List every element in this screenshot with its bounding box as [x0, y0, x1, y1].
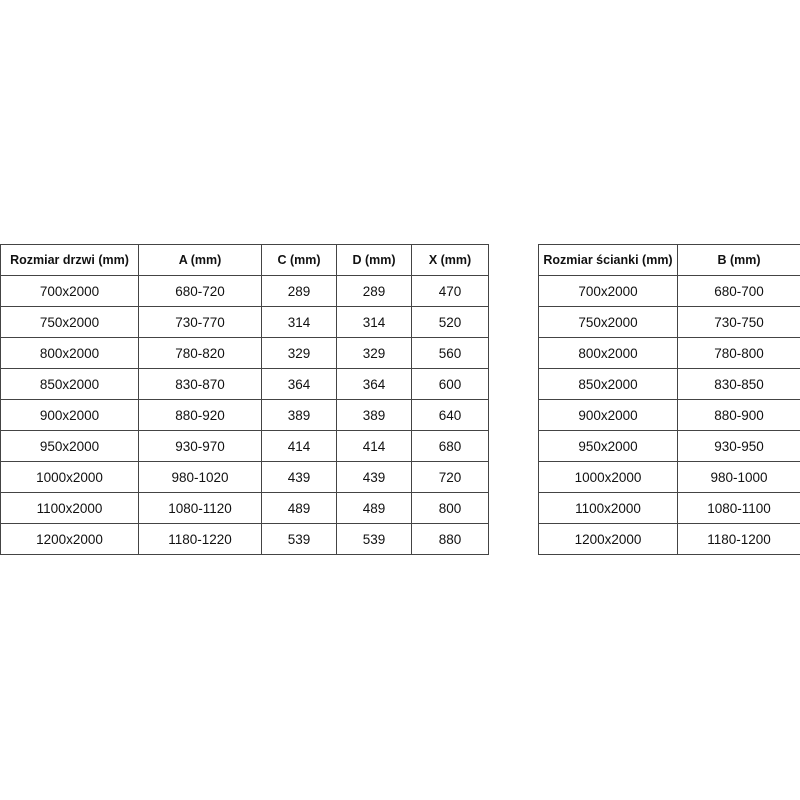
- table-cell: 414: [336, 430, 412, 462]
- column-header: B (mm): [677, 244, 800, 276]
- table-cell: 1100x2000: [538, 492, 678, 524]
- column-header: A (mm): [138, 244, 262, 276]
- table-cell: 520: [411, 306, 489, 338]
- table-cell: 289: [261, 275, 337, 307]
- table-cell: 880-920: [138, 399, 262, 431]
- table-cell: 900x2000: [0, 399, 139, 431]
- table-row: 850x2000 830-870 364 364 600: [0, 368, 489, 400]
- table-cell: 539: [261, 523, 337, 555]
- table-row: 1100x2000 1080-1100: [538, 492, 800, 524]
- table-row: 750x2000 730-750: [538, 306, 800, 338]
- table-cell: 750x2000: [0, 306, 139, 338]
- table-cell: 700x2000: [0, 275, 139, 307]
- table-cell: 314: [261, 306, 337, 338]
- table-cell: 1180-1200: [677, 523, 800, 555]
- column-header: C (mm): [261, 244, 337, 276]
- table-cell: 1200x2000: [0, 523, 139, 555]
- table-cell: 930-950: [677, 430, 800, 462]
- table-cell: 329: [261, 337, 337, 369]
- table-cell: 680-720: [138, 275, 262, 307]
- table-cell: 489: [261, 492, 337, 524]
- table-row: 700x2000 680-700: [538, 275, 800, 307]
- table-cell: 730-770: [138, 306, 262, 338]
- table-cell: 1200x2000: [538, 523, 678, 555]
- table-cell: 880: [411, 523, 489, 555]
- table-cell: 950x2000: [538, 430, 678, 462]
- table-cell: 780-800: [677, 337, 800, 369]
- table-cell: 800: [411, 492, 489, 524]
- table-cell: 800x2000: [538, 337, 678, 369]
- table-cell: 750x2000: [538, 306, 678, 338]
- table-row: 900x2000 880-920 389 389 640: [0, 399, 489, 431]
- table-cell: 389: [261, 399, 337, 431]
- table-cell: 980-1020: [138, 461, 262, 493]
- table-row: 1200x2000 1180-1220 539 539 880: [0, 523, 489, 555]
- table-cell: 730-750: [677, 306, 800, 338]
- table-cell: 539: [336, 523, 412, 555]
- table-cell: 314: [336, 306, 412, 338]
- table-row: 700x2000 680-720 289 289 470: [0, 275, 489, 307]
- table-cell: 470: [411, 275, 489, 307]
- table-cell: 1000x2000: [538, 461, 678, 493]
- table-body: 700x2000 680-720 289 289 470 750x2000 730-770 3…: [0, 275, 489, 555]
- table-cell: 289: [336, 275, 412, 307]
- table-cell: 364: [261, 368, 337, 400]
- table-row: 850x2000 830-850: [538, 368, 800, 400]
- table-row: 800x2000 780-820 329 329 560: [0, 337, 489, 369]
- table-cell: 780-820: [138, 337, 262, 369]
- table-body: 700x2000 680-700 750x2000 730-750 800x2000 78…: [538, 275, 800, 555]
- table-cell: 1180-1220: [138, 523, 262, 555]
- table-cell: 439: [261, 461, 337, 493]
- table-cell: 980-1000: [677, 461, 800, 493]
- column-header: Rozmiar drzwi (mm): [0, 244, 139, 276]
- table-cell: 830-870: [138, 368, 262, 400]
- table-row: 1000x2000 980-1000: [538, 461, 800, 493]
- header-row: Rozmiar ścianki (mm) B (mm): [538, 244, 800, 276]
- table-cell: 1000x2000: [0, 461, 139, 493]
- table-cell: 439: [336, 461, 412, 493]
- table-cell: 414: [261, 430, 337, 462]
- table-row: 1000x2000 980-1020 439 439 720: [0, 461, 489, 493]
- table-row: 1100x2000 1080-1120 489 489 800: [0, 492, 489, 524]
- table-cell: 329: [336, 337, 412, 369]
- table-cell: 720: [411, 461, 489, 493]
- table-cell: 680-700: [677, 275, 800, 307]
- table-cell: 640: [411, 399, 489, 431]
- table-cell: 389: [336, 399, 412, 431]
- table-cell: 1100x2000: [0, 492, 139, 524]
- table-cell: 950x2000: [0, 430, 139, 462]
- table-cell: 560: [411, 337, 489, 369]
- column-header: D (mm): [336, 244, 412, 276]
- table-cell: 1080-1120: [138, 492, 262, 524]
- table-cell: 489: [336, 492, 412, 524]
- table-row: 750x2000 730-770 314 314 520: [0, 306, 489, 338]
- table-cell: 850x2000: [0, 368, 139, 400]
- column-header: Rozmiar ścianki (mm): [538, 244, 678, 276]
- table-cell: 680: [411, 430, 489, 462]
- table-row: 1200x2000 1180-1200: [538, 523, 800, 555]
- door-size-table: Rozmiar drzwi (mm) A (mm) C (mm) D (mm) X (m…: [0, 244, 489, 555]
- header-row: Rozmiar drzwi (mm) A (mm) C (mm) D (mm) X (m…: [0, 244, 489, 276]
- table-row: 800x2000 780-800: [538, 337, 800, 369]
- column-header: X (mm): [411, 244, 489, 276]
- table-cell: 850x2000: [538, 368, 678, 400]
- table-cell: 1080-1100: [677, 492, 800, 524]
- table-row: 950x2000 930-950: [538, 430, 800, 462]
- table-cell: 930-970: [138, 430, 262, 462]
- table-cell: 700x2000: [538, 275, 678, 307]
- table-row: 950x2000 930-970 414 414 680: [0, 430, 489, 462]
- table-cell: 364: [336, 368, 412, 400]
- table-cell: 800x2000: [0, 337, 139, 369]
- table-cell: 600: [411, 368, 489, 400]
- table-cell: 880-900: [677, 399, 800, 431]
- table-row: 900x2000 880-900: [538, 399, 800, 431]
- wall-size-table: Rozmiar ścianki (mm) B (mm) 700x2000 680-7…: [538, 244, 800, 555]
- table-cell: 900x2000: [538, 399, 678, 431]
- table-cell: 830-850: [677, 368, 800, 400]
